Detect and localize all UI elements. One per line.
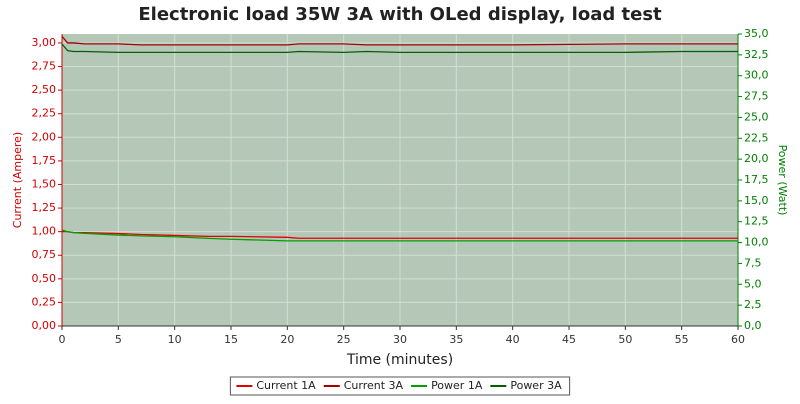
y2-tick-label: 20,0 xyxy=(744,152,769,165)
y-tick-label: 0,25 xyxy=(32,295,57,308)
legend-label: Current 1A xyxy=(256,379,316,392)
chart-title: Electronic load 35W 3A with OLed display… xyxy=(138,4,662,25)
x-tick-label: 45 xyxy=(562,333,576,346)
x-tick-label: 40 xyxy=(506,333,520,346)
y2-tick-label: 32,5 xyxy=(744,48,769,61)
x-tick-label: 20 xyxy=(280,333,294,346)
y-tick-label: 1,50 xyxy=(32,177,57,190)
y2-tick-label: 35,0 xyxy=(744,27,769,40)
y-tick-label: 2,50 xyxy=(32,83,57,96)
legend-label: Power 3A xyxy=(510,379,562,392)
legend-item: Current 1A xyxy=(236,379,316,392)
y-tick-label: 3,00 xyxy=(32,36,57,49)
legend-item: Current 3A xyxy=(323,379,404,392)
y-tick-label: 1,25 xyxy=(32,201,57,214)
series-line xyxy=(61,43,738,54)
x-tick-label: 30 xyxy=(393,333,407,346)
y-tick-label: 1,75 xyxy=(32,154,57,167)
y2-axis-title: Power (Watt) xyxy=(776,145,789,216)
x-tick-label: 10 xyxy=(168,333,182,346)
y-tick-label: 0,75 xyxy=(32,248,57,261)
y2-tick-label: 22,5 xyxy=(744,131,769,144)
x-tick-label: 15 xyxy=(224,333,238,346)
x-tick-label: 60 xyxy=(731,333,745,346)
x-tick-label: 35 xyxy=(449,333,463,346)
y-axis-title: Current (Ampere) xyxy=(11,132,24,228)
y2-tick-label: 5,0 xyxy=(744,277,762,290)
legend-box xyxy=(229,376,571,396)
series-line xyxy=(61,229,738,242)
legend-label: Current 3A xyxy=(344,379,404,392)
x-tick-label: 0 xyxy=(59,333,66,346)
y-tick-label: 1,00 xyxy=(32,225,57,238)
y-tick-label: 2,00 xyxy=(32,130,57,143)
x-axis-title: Time (minutes) xyxy=(346,352,453,368)
y2-tick-label: 15,0 xyxy=(744,194,769,207)
y2-tick-label: 7,5 xyxy=(744,256,762,269)
legend-item: Power 1A xyxy=(411,379,483,392)
y2-tick-label: 0,0 xyxy=(744,319,762,332)
y2-tick-label: 10,0 xyxy=(744,236,769,249)
y2-tick-label: 30,0 xyxy=(744,69,769,82)
x-tick-label: 25 xyxy=(337,333,351,346)
legend-item: Power 3A xyxy=(490,379,562,392)
y2-tick-label: 17,5 xyxy=(744,173,769,186)
legend: Current 1A Current 3A Power 1A Power 3A xyxy=(229,376,571,396)
y-tick-label: 0,00 xyxy=(32,319,57,332)
y2-tick-label: 25,0 xyxy=(744,110,769,123)
x-tick-label: 50 xyxy=(618,333,632,346)
y-tick-label: 2,75 xyxy=(32,60,57,73)
y-tick-label: 0,50 xyxy=(32,272,57,285)
y2-tick-label: 12,5 xyxy=(744,215,769,228)
series-line xyxy=(61,35,738,46)
legend-label: Power 1A xyxy=(431,379,483,392)
x-tick-label: 5 xyxy=(115,333,122,346)
y-tick-label: 2,25 xyxy=(32,107,57,120)
x-tick-label: 55 xyxy=(675,333,689,346)
y2-tick-label: 27,5 xyxy=(744,90,769,103)
y2-tick-label: 2,5 xyxy=(744,298,762,311)
